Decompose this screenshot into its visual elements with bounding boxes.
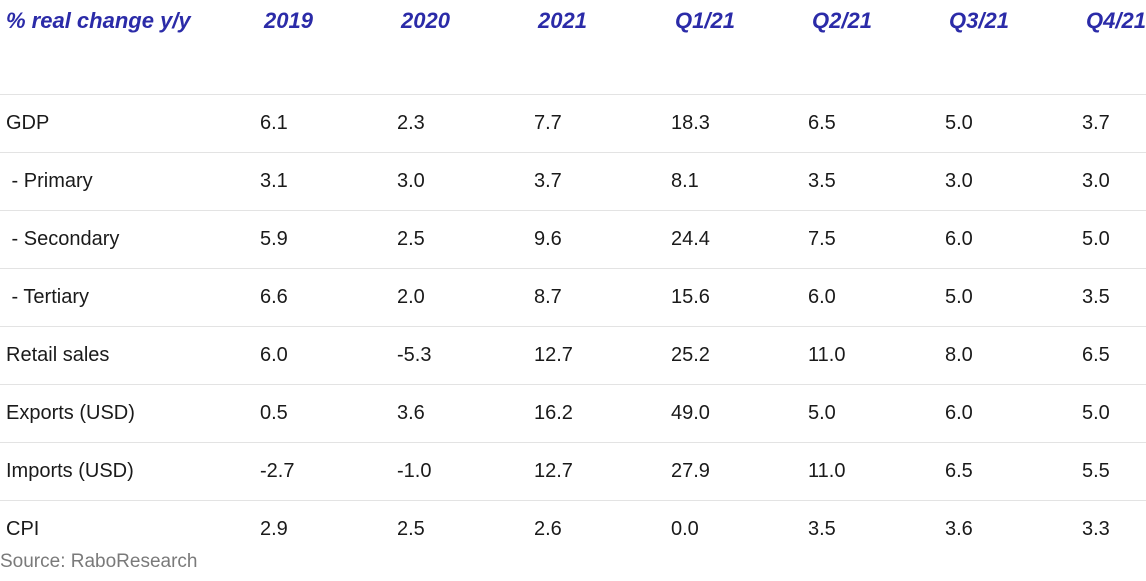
table-cell: 2.5 [397, 518, 425, 540]
column-header: 2019 [264, 8, 313, 33]
table-cell: 6.1 [258, 94, 395, 153]
table-cell: 2.0 [395, 268, 532, 327]
header-spacer-row [0, 42, 1146, 95]
table-cell: 49.0 [669, 384, 806, 443]
table-cell: 6.0 [943, 384, 1080, 443]
table-cell: 0.0 [671, 518, 699, 540]
source-note: Source: RaboResearch [0, 551, 198, 572]
table-body: GDP 6.1 2.3 7.7 18.3 6.5 5.0 3.7 - Primary 3.1 3.… [0, 42, 1146, 550]
column-header: Q3/21 [949, 8, 1009, 33]
table-cell: 6.0 [258, 326, 395, 385]
table-cell: 12.7 [532, 326, 669, 385]
table-row: GDP 6.1 2.3 7.7 18.3 6.5 5.0 3.7 [0, 94, 1146, 153]
row-label: - Primary [0, 152, 258, 211]
table-cell: 9.6 [532, 210, 669, 269]
row-label: - Secondary [0, 210, 258, 269]
row-label: Imports (USD) [0, 442, 258, 501]
table-cell: 8.7 [532, 268, 669, 327]
table-cell: 24.4 [669, 210, 806, 269]
table-cell: 25.2 [669, 326, 806, 385]
table-cell: 6.6 [258, 268, 395, 327]
table-row: - Tertiary 6.6 2.0 8.7 15.6 6.0 5.0 3.5 [0, 268, 1146, 327]
table-cell: 27.9 [669, 442, 806, 501]
table-cell: 16.2 [532, 384, 669, 443]
table-cell: 18.3 [669, 94, 806, 153]
table-cell: 7.5 [806, 210, 943, 269]
table-cell: 5.0 [943, 94, 1080, 153]
table-cell: 6.5 [943, 442, 1080, 501]
table-cell: 3.0 [943, 152, 1080, 211]
table-cell: 3.6 [945, 518, 973, 540]
column-header: 2020 [401, 8, 450, 33]
table-row: - Secondary 5.9 2.5 9.6 24.4 7.5 6.0 5.0 [0, 210, 1146, 269]
table-cell: 5.0 [943, 268, 1080, 327]
table-cell: 2.6 [534, 518, 562, 540]
table-cell: 5.5 [1080, 442, 1146, 501]
table-cell: 8.0 [943, 326, 1080, 385]
table-cell: 3.7 [1080, 94, 1146, 153]
table-cell: 3.0 [1080, 152, 1146, 211]
table-cell: 2.3 [395, 94, 532, 153]
table-row: Imports (USD) -2.7 -1.0 12.7 27.9 11.0 6.5 5.5 [0, 442, 1146, 501]
table-cell: 6.0 [943, 210, 1080, 269]
table-cell: 5.9 [258, 210, 395, 269]
row-label: - Tertiary [0, 268, 258, 327]
table-cell: 11.0 [806, 442, 943, 501]
table-header-row: % real change y/y 2019 2020 2021 Q1/21 Q… [0, 0, 1146, 42]
table-row: Exports (USD) 0.5 3.6 16.2 49.0 5.0 6.0 5.0 [0, 384, 1146, 443]
table-cell: 3.5 [1080, 268, 1146, 327]
table-cell: 8.1 [669, 152, 806, 211]
row-label: CPI [6, 518, 40, 540]
column-header: Q4/21 [1086, 8, 1146, 33]
table-cell: 3.5 [808, 518, 836, 540]
table-row: Retail sales 6.0 -5.3 12.7 25.2 11.0 8.0 6.5 [0, 326, 1146, 385]
table-cell: 6.0 [806, 268, 943, 327]
column-header: Q1/21 [675, 8, 735, 33]
table-cell: 7.7 [532, 94, 669, 153]
table-cell: 15.6 [669, 268, 806, 327]
table-cell: -5.3 [395, 326, 532, 385]
column-header: Q2/21 [812, 8, 872, 33]
row-label: Exports (USD) [0, 384, 258, 443]
table-cell: 3.7 [532, 152, 669, 211]
table-cell: 6.5 [1080, 326, 1146, 385]
row-label: Retail sales [0, 326, 258, 385]
table-row: - Primary 3.1 3.0 3.7 8.1 3.5 3.0 3.0 [0, 152, 1146, 211]
table-cell: 0.5 [258, 384, 395, 443]
table-cell: 5.0 [806, 384, 943, 443]
table-cell: 3.3 [1082, 518, 1110, 540]
table-cell: 3.1 [258, 152, 395, 211]
table-cell: 3.5 [806, 152, 943, 211]
table-cell: 3.6 [395, 384, 532, 443]
row-label: GDP [0, 94, 258, 153]
table-cell: -2.7 [258, 442, 395, 501]
table-cell: 12.7 [532, 442, 669, 501]
table-cell: 6.5 [806, 94, 943, 153]
forecast-table: % real change y/y 2019 2020 2021 Q1/21 Q… [0, 0, 1146, 550]
table-cell: 5.0 [1080, 210, 1146, 269]
table-cell: 2.9 [260, 518, 288, 540]
forecast-table-container: % real change y/y 2019 2020 2021 Q1/21 Q… [0, 0, 1146, 550]
header-label: % real change y/y [6, 8, 191, 33]
table-cell: 11.0 [806, 326, 943, 385]
table-cell: -1.0 [395, 442, 532, 501]
table-cell: 3.0 [395, 152, 532, 211]
table-cell: 2.5 [395, 210, 532, 269]
table-row: CPI 2.9 2.5 2.6 0.0 3.5 3.6 3.3 [0, 501, 1146, 551]
table-cell: 5.0 [1080, 384, 1146, 443]
column-header: 2021 [538, 8, 587, 33]
